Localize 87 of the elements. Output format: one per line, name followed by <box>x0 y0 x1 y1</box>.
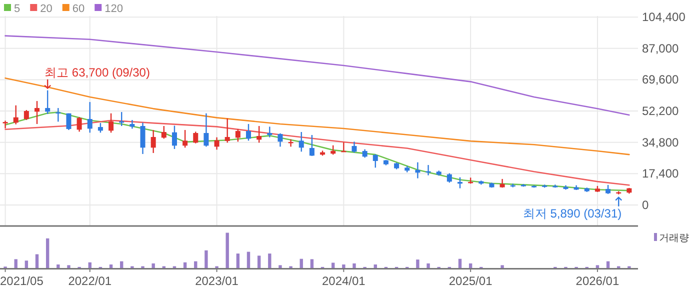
line-series <box>4 77 630 156</box>
candlestick <box>204 112 209 148</box>
line-series <box>4 120 630 186</box>
bar <box>56 264 60 268</box>
candlestick <box>161 125 166 140</box>
x-tick-label: 2023/01 <box>195 274 239 288</box>
candlestick <box>34 100 40 125</box>
bar <box>458 258 462 268</box>
line-series <box>4 35 630 116</box>
candlestick <box>415 162 420 179</box>
candlestick <box>140 122 146 155</box>
y-tick-label: 0 <box>642 198 649 212</box>
y-tick-label: 104,400 <box>642 10 686 24</box>
bar <box>67 265 70 268</box>
bar <box>310 259 314 268</box>
bar <box>596 265 600 268</box>
annotation: 최고 63,700 (09/30) <box>44 65 150 80</box>
candlestick <box>256 125 262 144</box>
candlestick <box>24 109 29 121</box>
candlestick <box>2 120 8 129</box>
candlestick <box>182 129 188 148</box>
bar <box>257 256 261 268</box>
legend-label: 120 <box>104 3 123 15</box>
legend-label: 60 <box>72 3 85 15</box>
bar <box>300 258 303 268</box>
candlestick <box>45 90 50 115</box>
legend-label: 20 <box>40 3 52 15</box>
candlestick <box>278 132 283 148</box>
candlestick <box>76 116 82 132</box>
candlestick <box>13 104 18 125</box>
bar <box>183 262 187 268</box>
candlestick <box>446 172 452 184</box>
candlestick <box>150 129 156 154</box>
bar <box>109 264 113 268</box>
candlestick <box>172 125 177 150</box>
bar <box>46 238 50 268</box>
bar <box>374 264 377 268</box>
x-tick-label: 2022/01 <box>68 274 112 288</box>
candlestick <box>235 128 240 142</box>
bar <box>278 265 282 268</box>
bar <box>352 263 356 268</box>
bar <box>500 265 504 268</box>
x-tick-label: 2021/05 <box>0 274 44 288</box>
bar <box>35 254 39 268</box>
candlestick <box>87 101 92 134</box>
legend-label: 거래량 <box>659 233 689 244</box>
bar <box>120 261 124 268</box>
x-tick-label: 2026/01 <box>576 274 620 288</box>
candlestick <box>298 131 304 152</box>
bar <box>332 262 335 268</box>
candlestick <box>372 154 378 168</box>
candlestick <box>214 136 220 150</box>
bar <box>204 250 208 268</box>
bar <box>194 261 198 268</box>
y-tick-label: 87,000 <box>642 41 680 56</box>
y-tick-label: 52,200 <box>642 104 680 118</box>
annotation: 최저 5,890 (03/31) <box>522 206 622 220</box>
bar <box>416 260 420 268</box>
bar <box>226 232 229 268</box>
bar <box>236 254 240 268</box>
bar <box>246 252 250 268</box>
bar <box>426 263 430 268</box>
y-tick-label: 69,600 <box>642 72 680 87</box>
y-tick-label: 34,800 <box>642 135 680 150</box>
bar <box>342 264 346 268</box>
candlestick <box>108 112 114 134</box>
bar <box>24 260 28 268</box>
bar <box>468 263 472 268</box>
candlestick <box>330 144 336 156</box>
x-tick-label: 2024/01 <box>322 274 366 288</box>
legend-label: 5 <box>14 3 20 15</box>
bar <box>152 263 155 268</box>
candlestick <box>352 141 357 154</box>
candlestick <box>66 112 72 131</box>
candlestick <box>267 126 272 138</box>
candlestick <box>193 131 198 144</box>
bar <box>606 261 610 268</box>
candlestick <box>98 122 103 134</box>
bar <box>268 254 272 268</box>
bar <box>14 259 18 268</box>
y-tick-label: 17,400 <box>642 166 680 181</box>
candlestick <box>309 134 314 157</box>
candlestick <box>457 176 462 189</box>
candlestick <box>246 123 252 142</box>
bar <box>88 262 92 268</box>
x-tick-label: 2025/01 <box>448 274 493 288</box>
candlestick <box>224 118 230 144</box>
